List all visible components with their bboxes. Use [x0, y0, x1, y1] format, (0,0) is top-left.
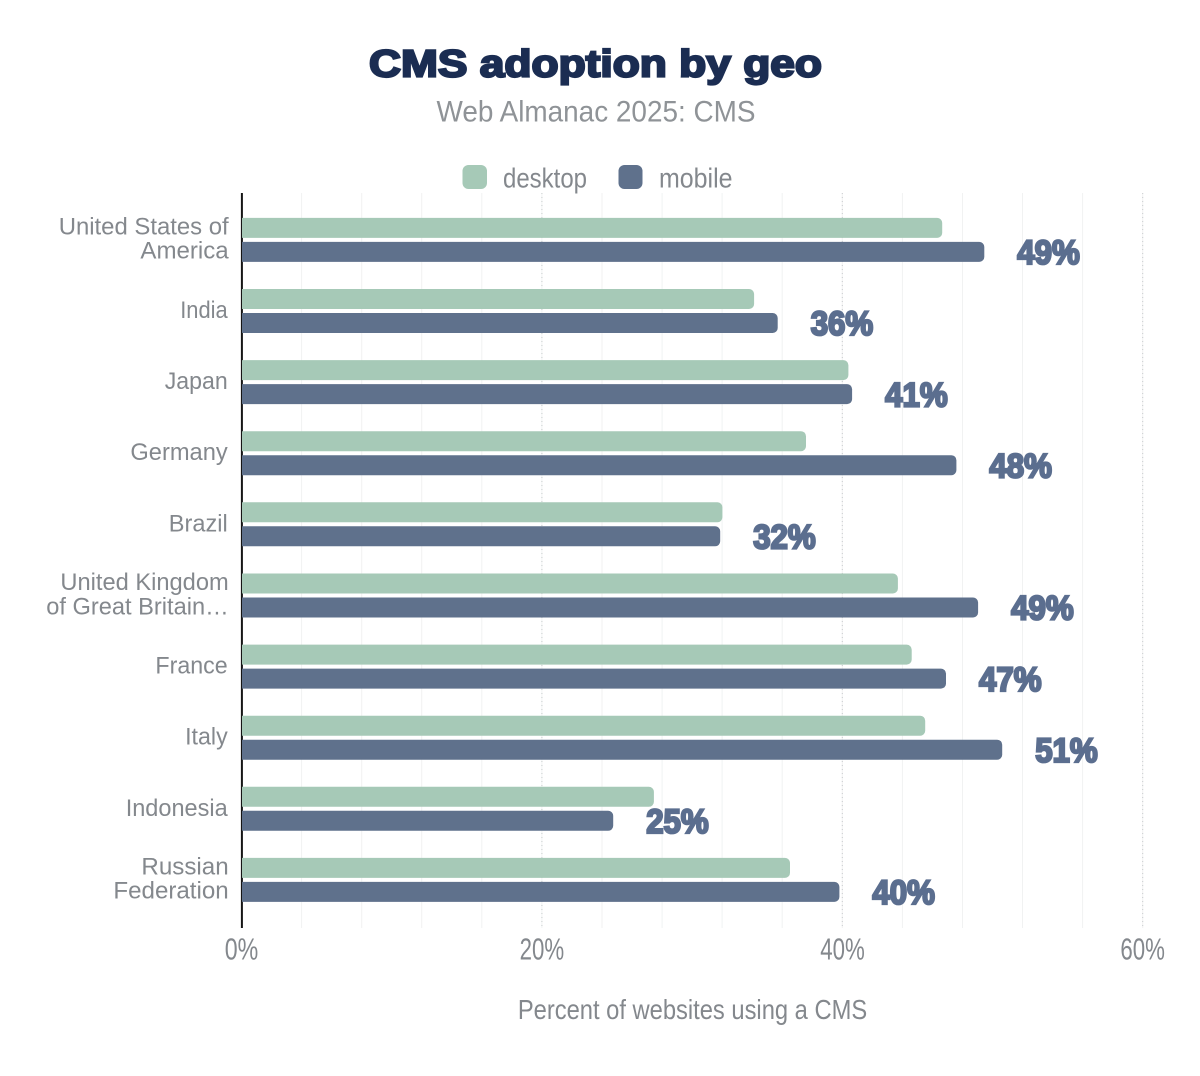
svg-text:CMS adoption by geo: CMS adoption by geo [369, 44, 822, 86]
svg-text:mobile: mobile [659, 163, 733, 194]
svg-text:Brazil: Brazil [169, 510, 228, 537]
svg-text:India: India [180, 297, 228, 324]
svg-text:20%: 20% [520, 932, 565, 967]
svg-text:40%: 40% [820, 932, 865, 967]
svg-text:Japan: Japan [165, 368, 228, 395]
svg-text:Web Almanac 2025: CMS: Web Almanac 2025: CMS [437, 96, 756, 129]
svg-text:United States of: United States of [59, 214, 229, 241]
svg-text:Italy: Italy [185, 724, 228, 751]
svg-text:49%: 49% [1011, 590, 1074, 628]
svg-text:40%: 40% [872, 874, 935, 912]
svg-text:Germany: Germany [130, 439, 227, 466]
svg-text:France: France [155, 653, 227, 680]
svg-text:Indonesia: Indonesia [126, 795, 229, 822]
svg-text:United Kingdom: United Kingdom [60, 569, 228, 596]
svg-text:Federation: Federation [113, 878, 228, 905]
svg-text:0%: 0% [225, 932, 259, 967]
svg-text:49%: 49% [1017, 234, 1080, 272]
svg-text:48%: 48% [989, 447, 1052, 485]
svg-text:25%: 25% [646, 803, 709, 841]
svg-text:of Great Britain…: of Great Britain… [46, 593, 228, 620]
svg-text:47%: 47% [979, 661, 1042, 699]
svg-text:desktop: desktop [503, 163, 587, 194]
svg-text:32%: 32% [753, 519, 816, 557]
svg-text:America: America [140, 238, 229, 265]
svg-text:Percent of websites using a CM: Percent of websites using a CMS [518, 994, 867, 1025]
svg-text:36%: 36% [811, 305, 874, 343]
svg-text:60%: 60% [1120, 932, 1165, 967]
svg-text:Russian: Russian [141, 854, 228, 881]
svg-text:41%: 41% [885, 376, 948, 414]
svg-text:51%: 51% [1035, 732, 1098, 770]
